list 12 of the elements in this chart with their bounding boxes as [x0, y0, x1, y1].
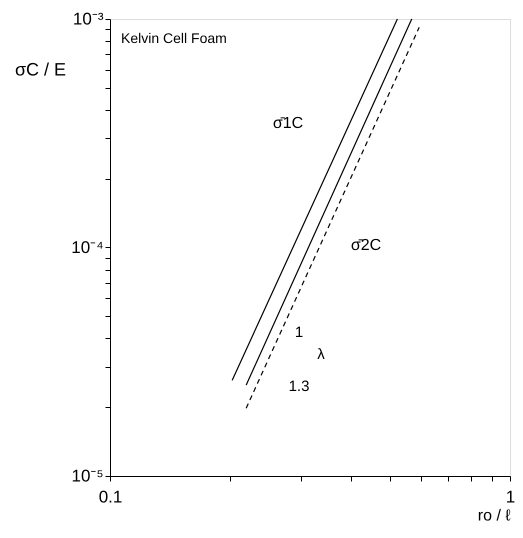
annotation: σ̄1C [272, 115, 304, 132]
annotation: 1 [294, 324, 304, 341]
y-tick-label: 10⁻⁴ [71, 238, 104, 257]
x-tick-label: 0.1 [98, 488, 122, 506]
annotation: λ [317, 346, 326, 363]
y-tick-label: 10⁻³ [72, 10, 104, 28]
y-tick-label: 10⁻⁵ [72, 466, 104, 486]
annotation: 1.3 [288, 378, 310, 395]
x-axis-title: ro / ℓ [478, 508, 510, 524]
annotation: Kelvin Cell Foam [121, 30, 227, 46]
annotation: σ̄2C [350, 237, 382, 254]
y-axis-title: σC / E [14, 60, 66, 80]
